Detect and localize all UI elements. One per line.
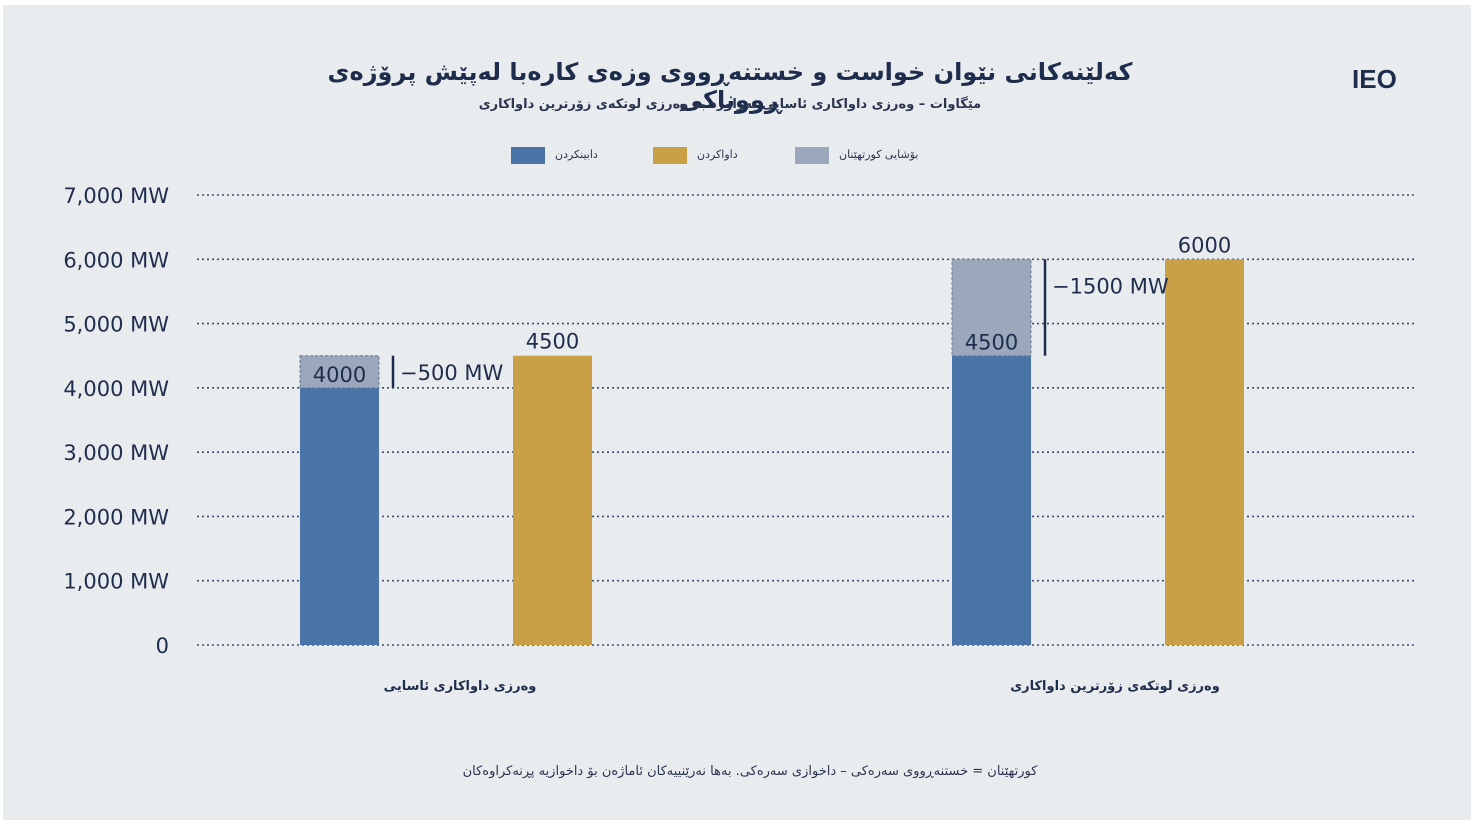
gap-label: −500 MW	[400, 361, 503, 385]
bar-demand	[1165, 259, 1244, 645]
value-label-demand: 6000	[1178, 233, 1231, 257]
chart-subtitle: مێگاوات – وەرزی داواکاری ئاسایی بەراورد …	[478, 97, 982, 112]
bar-supply	[300, 387, 379, 645]
x-category-label: وەرزی داواکاری ئاسایی	[384, 679, 537, 694]
bar-demand	[513, 355, 592, 645]
chart-title: کەلێنەکانی نێوان خواست و خستنەڕووی وزەی …	[327, 58, 1133, 114]
y-tick-label: 2,000 MW	[63, 505, 169, 529]
legend-label-gap: بۆشایی کورتهێنان	[839, 148, 919, 161]
y-tick-label: 7,000 MW	[63, 184, 169, 208]
legend-swatch-gap	[795, 147, 829, 164]
bar-gap	[951, 258, 1032, 357]
value-label-supply: 4000	[313, 363, 366, 387]
legend-label-demand: داواکردن	[697, 148, 738, 161]
bar-supply	[952, 355, 1031, 645]
y-tick-label: 6,000 MW	[63, 248, 169, 272]
legend-swatch-demand	[653, 147, 687, 164]
value-label-demand: 4500	[526, 330, 579, 354]
gap-label: −1500 MW	[1052, 274, 1169, 298]
chart-footnote: کورتهێنان = خستنەڕووی سەرەکی – داخوازی س…	[462, 764, 1038, 779]
bar-gap	[299, 355, 380, 389]
value-label-supply: 4500	[965, 331, 1018, 355]
y-tick-label: 3,000 MW	[63, 441, 169, 465]
y-tick-label: 1,000 MW	[63, 570, 169, 594]
y-tick-label: 4,000 MW	[63, 377, 169, 401]
y-tick-label: 0	[156, 634, 169, 658]
brand-logo: IEO	[1352, 64, 1397, 94]
x-category-label: وەرزی لوتکەی زۆرترین داواکاری	[1010, 679, 1220, 694]
legend-swatch-supply	[511, 147, 545, 164]
y-tick-label: 5,000 MW	[63, 313, 169, 337]
legend-label-supply: دابینکردن	[555, 148, 598, 161]
